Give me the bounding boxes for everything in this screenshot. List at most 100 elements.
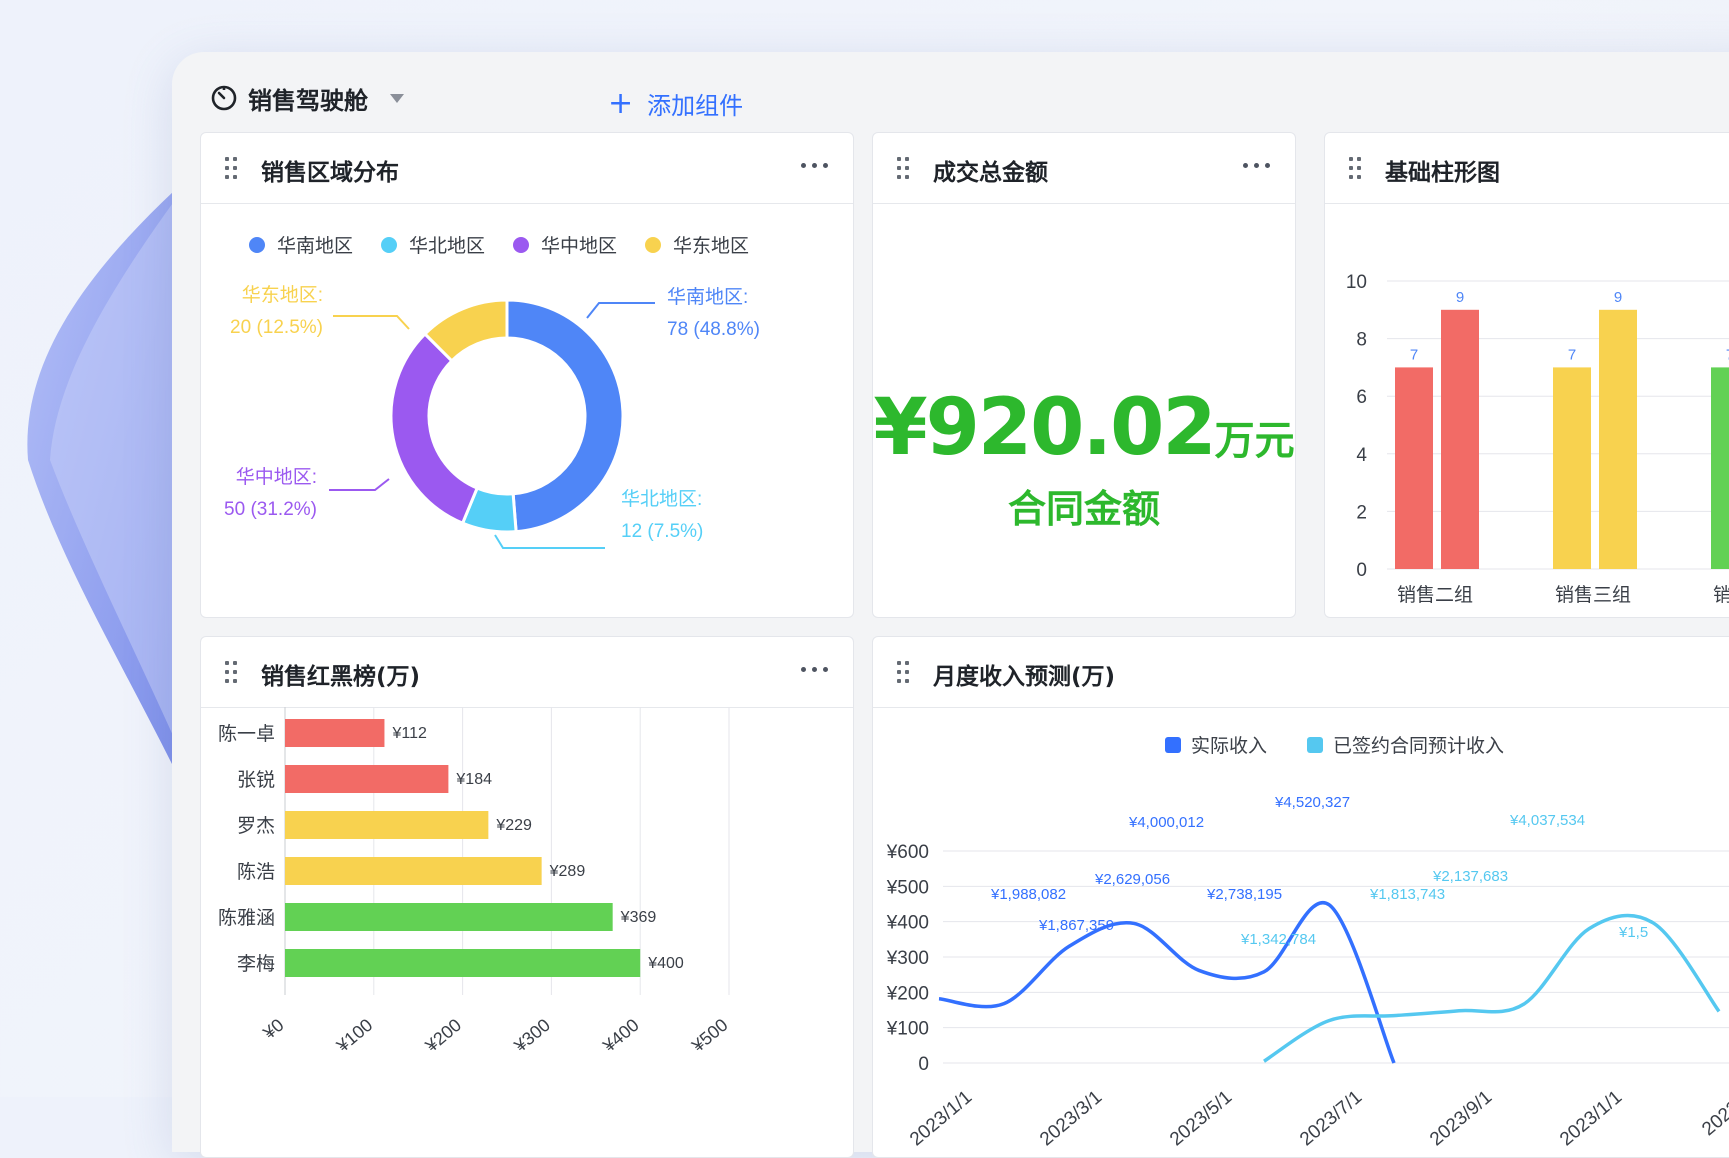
card-title: 月度收入预测(万) <box>933 664 1116 690</box>
ranking-value-label: ¥289 <box>549 863 586 880</box>
region-distribution-card: 销售区域分布 华南地区 华北地区 华中地区 华东地区 华南地区: 78 (48.8%) 华北… <box>200 132 854 618</box>
slice-label-value: 20 (12.5%) <box>230 317 323 338</box>
ranking-value-label: ¥400 <box>647 955 684 972</box>
bar-value-label: 9 <box>1456 289 1464 306</box>
ranking-name: 陈一卓 <box>218 723 275 745</box>
column-bar <box>1395 367 1433 569</box>
total-unit: 万元 <box>1214 418 1295 464</box>
data-annotation: ¥1,342,784 <box>1240 931 1316 948</box>
legend-marker <box>513 237 529 253</box>
drag-handle-icon[interactable] <box>897 157 911 179</box>
y-tick-label: ¥200 <box>886 983 929 1004</box>
background-decoration <box>27 190 175 770</box>
label-leader-line <box>586 302 655 319</box>
legend-label: 华东地区 <box>673 235 749 257</box>
data-annotation: ¥2,738,195 <box>1206 886 1282 903</box>
bar-value-label: 9 <box>1614 289 1622 306</box>
more-icon[interactable] <box>801 163 831 169</box>
drag-handle-icon[interactable] <box>897 661 911 683</box>
data-annotation: ¥1,813,743 <box>1369 886 1445 903</box>
slice-label-name: 华中地区: <box>236 466 317 488</box>
legend-marker <box>1165 737 1181 753</box>
x-tick-label: 2023/3/1 <box>1036 1087 1106 1151</box>
x-tick-label: ¥0 <box>259 1015 288 1044</box>
more-icon[interactable] <box>801 667 831 673</box>
legend-marker <box>249 237 265 253</box>
x-tick-label: 2023/5/1 <box>1166 1087 1236 1151</box>
y-tick-label: 10 <box>1346 272 1367 293</box>
card-header: 成交总金额 <box>873 133 1295 204</box>
dashboard-switcher[interactable]: 销售驾驶舱 <box>210 74 404 122</box>
x-tick-label: 销售三组 <box>1555 584 1631 606</box>
y-tick-label: ¥600 <box>886 842 929 863</box>
x-tick-label: ¥200 <box>421 1015 465 1057</box>
legend-marker <box>645 237 661 253</box>
slice-label-name: 华东地区: <box>242 284 323 306</box>
x-tick-label: 2023/1/1 <box>906 1087 976 1151</box>
drag-handle-icon[interactable] <box>1349 157 1363 179</box>
column-chart: 0 2 4 6 8 10 7 9 销售二组 7 9 销售三组 7 销售一组 <box>1346 272 1729 606</box>
legend-label: 华中地区 <box>541 235 617 257</box>
slice-label-name: 华北地区: <box>621 488 702 510</box>
total-subtitle: 合同金额 <box>1007 487 1160 531</box>
add-widget-label: 添加组件 <box>647 92 744 120</box>
data-annotation: ¥4,037,534 <box>1509 812 1585 829</box>
data-annotation: ¥1,5 <box>1618 924 1648 941</box>
y-tick-label: 8 <box>1356 330 1367 351</box>
ranking-bar <box>285 719 385 747</box>
ranking-name: 陈浩 <box>237 861 275 883</box>
data-annotation: ¥1,988,082 <box>990 886 1066 903</box>
add-widget-button[interactable]: + 添加组件 <box>608 86 743 121</box>
x-tick-label: ¥300 <box>510 1015 554 1057</box>
donut-slice <box>505 298 625 534</box>
dashboard-icon <box>211 85 237 111</box>
column-bar <box>1441 309 1479 569</box>
label-leader-line <box>494 534 605 549</box>
card-header: 基础柱形图 <box>1325 133 1729 204</box>
column-bar <box>1553 367 1591 569</box>
x-tick-label: 2023/7/1 <box>1296 1087 1366 1151</box>
ranking-name: 张锐 <box>237 769 275 791</box>
x-tick-label: ¥400 <box>598 1015 642 1057</box>
legend-label: 华北地区 <box>409 235 485 257</box>
ranking-bar <box>285 811 489 839</box>
y-tick-label: 0 <box>1356 560 1367 581</box>
ranking-value-label: ¥369 <box>620 909 657 926</box>
x-tick-label: 销售二组 <box>1397 584 1473 606</box>
series-line <box>1263 913 1721 1063</box>
monthly-forecast-card: 月度收入预测(万) 实际收入 已签约合同预计收入 0 ¥100 ¥200 ¥300 ¥400… <box>872 636 1729 1158</box>
y-tick-label: ¥100 <box>886 1019 929 1040</box>
card-header: 销售红黑榜(万) <box>201 637 853 708</box>
y-tick-label: 4 <box>1356 445 1367 466</box>
drag-handle-icon[interactable] <box>225 157 239 179</box>
legend-marker <box>381 237 397 253</box>
slice-label-value: 78 (48.8%) <box>667 319 760 340</box>
slice-label-value: 12 (7.5%) <box>621 521 703 542</box>
x-tick-label: 2023/1 <box>1698 1087 1729 1140</box>
column-bar <box>1711 367 1729 569</box>
dashboard-window: 销售驾驶舱 + 添加组件 销售区域分布 华南地区 华北地区 华中地区 华东地区 华南地区… <box>172 52 1729 1158</box>
ranking-value-label: ¥112 <box>391 725 427 742</box>
ranking-bar <box>285 949 641 977</box>
series-line <box>938 900 1396 1064</box>
donut-slice <box>389 331 480 526</box>
x-tick-label: ¥500 <box>687 1015 731 1057</box>
card-title: 销售区域分布 <box>261 160 399 186</box>
total-amount-card: 成交总金额 ¥920.02万元 合同金额 <box>872 132 1296 618</box>
drag-handle-icon[interactable] <box>225 661 239 683</box>
basic-column-chart-card: 基础柱形图 0 2 4 6 8 10 7 9 销售二组 7 9 销售三组 7 销售一组 <box>1324 132 1729 618</box>
bar-value-label: 7 <box>1568 346 1576 363</box>
bar-value-label: 7 <box>1410 346 1418 363</box>
data-annotation: ¥4,520,327 <box>1274 794 1350 811</box>
plus-icon: + <box>608 85 634 121</box>
ranking-value-label: ¥229 <box>495 817 532 834</box>
label-leader-line <box>329 478 390 491</box>
forecast-line-chart: 实际收入 已签约合同预计收入 0 ¥100 ¥200 ¥300 ¥400 ¥500 ¥600 20… <box>886 735 1729 1151</box>
sales-ranking-card: 销售红黑榜(万) ¥0 ¥100 ¥200 ¥300 ¥400 ¥500 陈一卓 ¥112 张锐… <box>200 636 854 1158</box>
y-tick-label: ¥500 <box>886 877 929 898</box>
caret-down-icon[interactable] <box>390 93 404 103</box>
legend-label: 华南地区 <box>277 235 353 257</box>
more-icon[interactable] <box>1243 163 1273 169</box>
card-header: 月度收入预测(万) <box>873 637 1729 708</box>
